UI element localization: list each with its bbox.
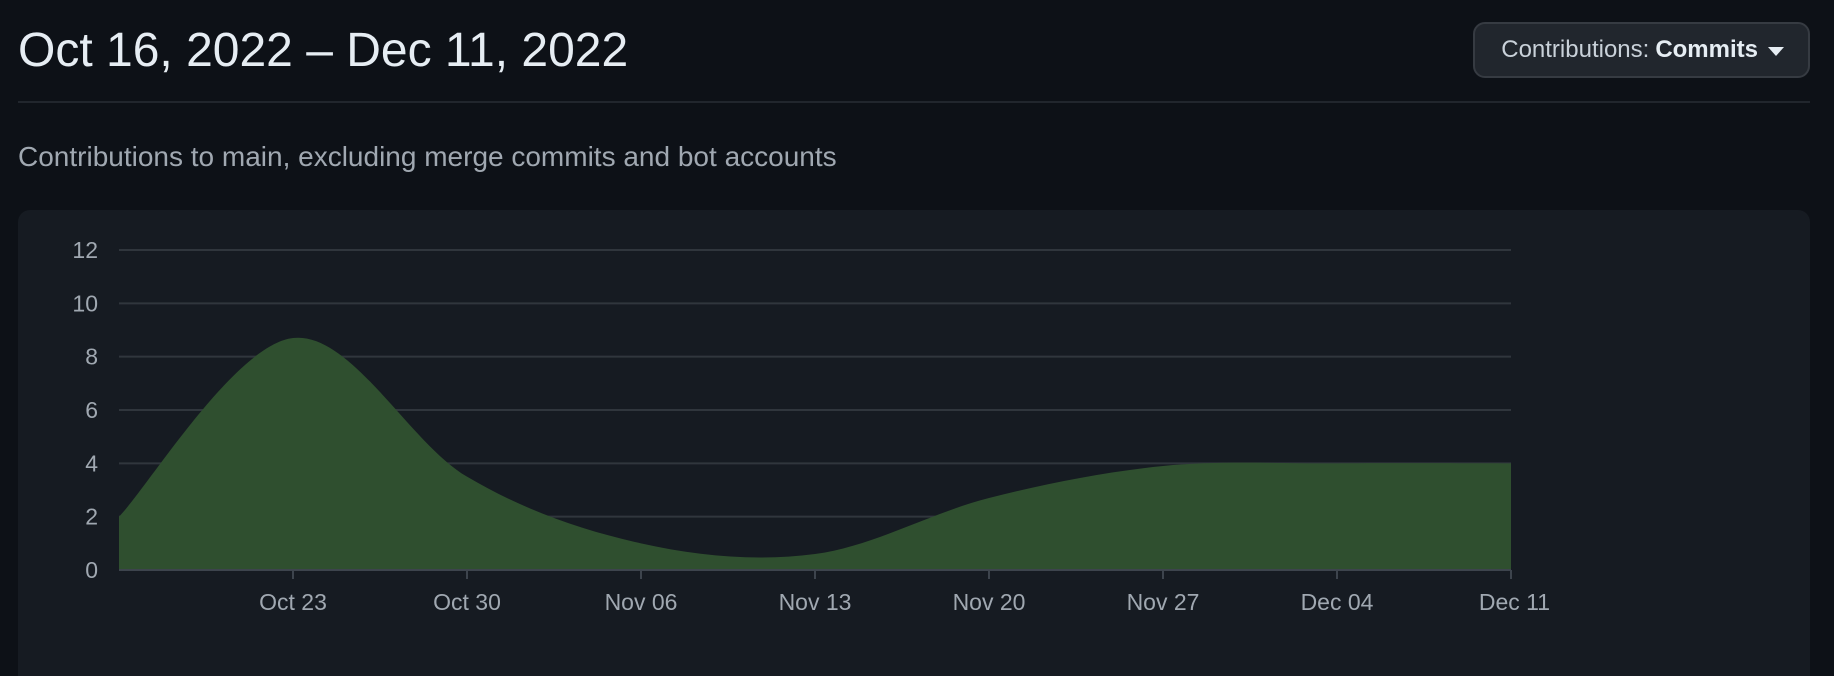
x-tick-label: Oct 30 [433, 589, 501, 615]
chart-area-series [119, 337, 1511, 570]
x-tick-label: Dec 11 [1479, 589, 1550, 615]
x-tick-label: Dec 04 [1301, 589, 1374, 615]
y-tick-label: 4 [85, 450, 98, 476]
commits-chart-panel: 0 2 4 6 8 10 12 Oct 23 Oct 30 Nov 06 Nov 13 Nov 20 N… [18, 210, 1810, 676]
commits-area-chart: 0 2 4 6 8 10 12 Oct 23 Oct 30 Nov 06 Nov 13 Nov 20 N… [72, 237, 1550, 615]
y-tick-label: 10 [72, 290, 98, 316]
y-tick-label: 0 [85, 557, 98, 583]
x-tick-label: Nov 27 [1127, 589, 1200, 615]
x-tick-label: Nov 20 [953, 589, 1026, 615]
y-tick-label: 6 [85, 397, 98, 423]
contributions-label: Contributions: [1501, 36, 1650, 63]
x-tick-label: Nov 13 [779, 589, 852, 615]
x-tick-label: Nov 06 [605, 589, 678, 615]
y-tick-label: 2 [85, 504, 98, 530]
contributions-description: Contributions to main, excluding merge c… [18, 141, 837, 172]
date-range-title: Oct 16, 2022 – Dec 11, 2022 [18, 24, 629, 77]
contributions-value: Commits [1655, 36, 1758, 63]
chart-axes: 0 2 4 6 8 10 12 Oct 23 Oct 30 Nov 06 Nov 13 Nov 20 N… [72, 237, 1550, 615]
contributions-type-dropdown[interactable]: Contributions: Commits [1473, 22, 1810, 78]
x-tick-label: Oct 23 [259, 589, 327, 615]
y-tick-label: 12 [72, 237, 98, 263]
caret-down-icon [1768, 46, 1784, 56]
y-tick-label: 8 [85, 344, 98, 370]
commits-area [119, 337, 1511, 570]
page-header: Oct 16, 2022 – Dec 11, 2022 Contribution… [18, 0, 1810, 103]
